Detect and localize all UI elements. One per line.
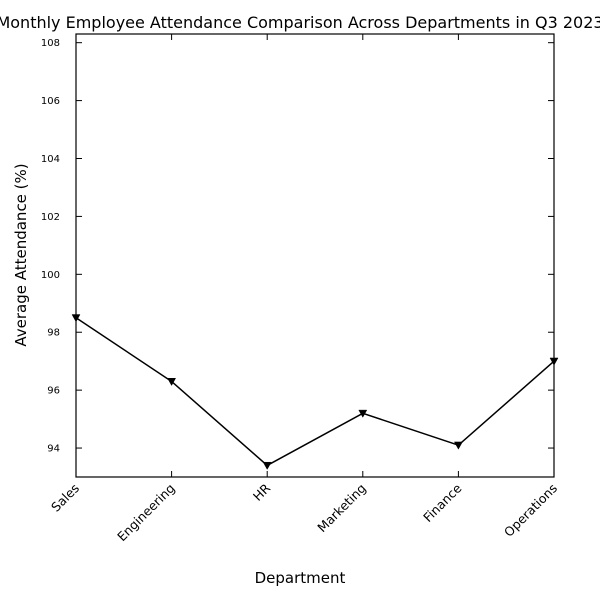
y-tick-label: 104 — [41, 154, 60, 165]
y-tick-label: 96 — [47, 386, 60, 397]
data-point — [549, 357, 559, 366]
x-tick-label: Finance — [420, 480, 465, 525]
x-tick-label: Operations — [501, 481, 560, 540]
series-layer — [71, 314, 559, 470]
y-tick-label: 98 — [47, 328, 60, 339]
x-axis-label: Department — [255, 569, 346, 587]
data-point — [167, 378, 177, 386]
data-point — [262, 461, 272, 470]
data-point — [358, 409, 368, 418]
x-tick-label: Marketing — [314, 481, 369, 536]
y-tick-label: 100 — [41, 270, 60, 281]
chart-title: Monthly Employee Attendance Comparison A… — [0, 13, 600, 32]
x-tick-label: Engineering — [114, 481, 178, 545]
plot-area — [75, 33, 555, 478]
y-tick-label: 108 — [41, 38, 60, 49]
data-point — [71, 314, 81, 323]
series-line — [75, 317, 555, 467]
y-tick-label: 106 — [41, 96, 60, 107]
x-tick-label: HR — [250, 480, 274, 504]
y-tick-label: 102 — [41, 212, 60, 223]
y-axis: 94 96 98 100 102 104 106 108 — [41, 38, 554, 455]
data-point — [453, 441, 463, 450]
y-axis-label: Average Attendance (%) — [12, 163, 30, 346]
x-axis: Sales Engineering HR Marketing Finance Operat… — [48, 34, 560, 544]
y-tick-label: 94 — [47, 444, 60, 455]
x-tick-label: Sales — [48, 481, 82, 515]
